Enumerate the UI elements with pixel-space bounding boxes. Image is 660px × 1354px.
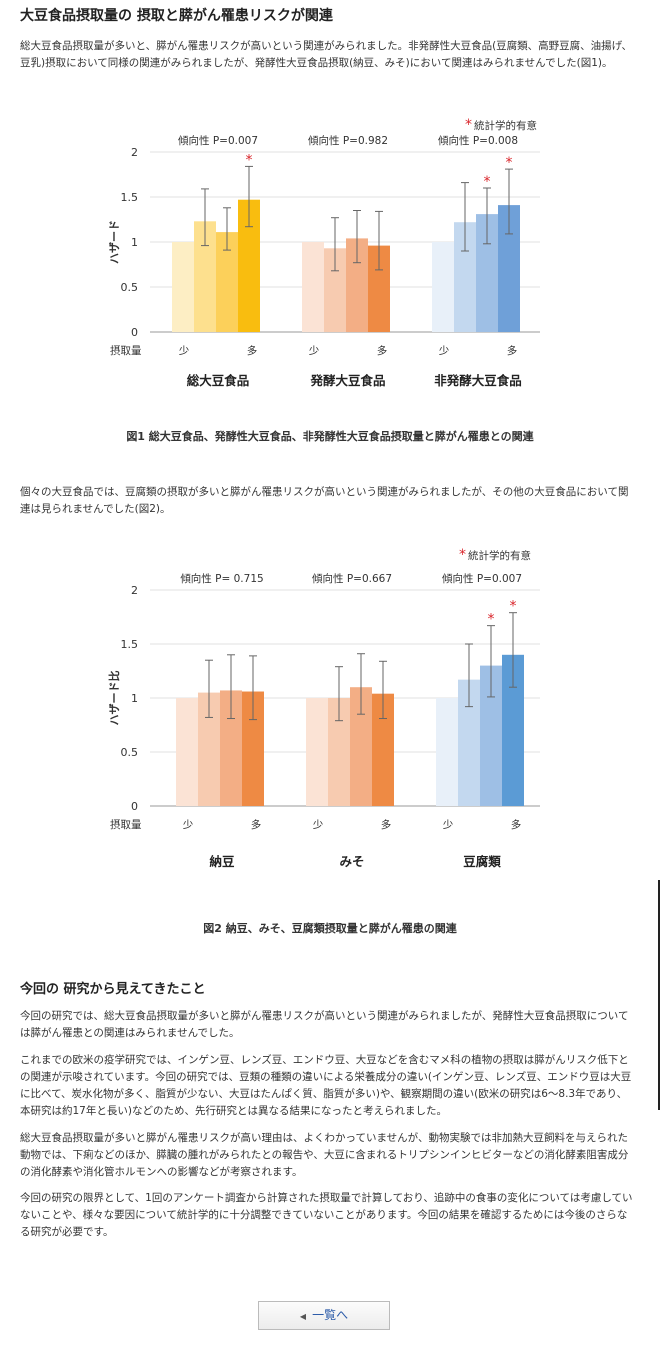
low-label: 少 xyxy=(313,819,324,831)
significance-marker: * xyxy=(246,152,253,168)
trend-label: 傾向性 P= 0.715 xyxy=(180,572,263,585)
bar xyxy=(498,205,520,332)
y-axis-label: ハザード xyxy=(108,220,121,264)
significance-note: 統計学的有意 xyxy=(474,119,537,132)
decorative-line xyxy=(658,880,660,1110)
bar xyxy=(194,221,216,332)
low-label: 少 xyxy=(309,345,320,357)
high-label: 多 xyxy=(511,818,522,831)
bar xyxy=(216,232,238,332)
significance-marker: * xyxy=(506,155,513,171)
findings-paragraph-2: これまでの欧米の疫学研究では、インゲン豆、レンズ豆、エンドウ豆、大豆などを含むマ… xyxy=(20,1054,632,1117)
bar xyxy=(454,222,476,332)
high-label: 多 xyxy=(507,344,518,357)
y-tick-label: 2 xyxy=(131,584,138,597)
findings-title: 今回の 研究から見えてきたこと xyxy=(20,982,206,997)
group-label: みそ xyxy=(339,854,364,869)
bar xyxy=(458,679,480,806)
significance-marker: * xyxy=(484,174,491,190)
group-label: 非発酵大豆食品 xyxy=(434,373,522,388)
bar xyxy=(480,665,502,806)
group-label: 豆腐類 xyxy=(463,854,501,869)
group-label: 総大豆食品 xyxy=(187,373,250,388)
trend-label: 傾向性 P=0.667 xyxy=(312,572,392,585)
bar xyxy=(172,242,194,332)
high-label: 多 xyxy=(251,818,262,831)
high-label: 多 xyxy=(247,344,258,357)
y-tick-label: 2 xyxy=(131,146,138,159)
bar xyxy=(220,690,242,806)
low-label: 少 xyxy=(179,345,190,357)
y-tick-label: 1.5 xyxy=(121,638,139,651)
bar xyxy=(432,242,454,332)
significance-marker: * xyxy=(510,599,517,615)
bar xyxy=(502,654,524,806)
high-label: 多 xyxy=(377,344,388,357)
y-tick-label: 1.5 xyxy=(121,191,139,204)
bar xyxy=(242,691,264,806)
y-tick-label: 0 xyxy=(131,326,138,339)
group-label: 納豆 xyxy=(209,854,235,869)
individual-foods-paragraph: 個々の大豆食品では、豆腐類の摂取が多いと膵がん罹患リスクが高いという関連がみられ… xyxy=(20,486,629,515)
section-title: 大豆食品摂取量の 摂取と膵がん罹患リスクが関連 xyxy=(20,8,333,24)
figure2-chart: 0 0.5 1 1.5 2 ハザード比 * 統計学的有意 摂取量 傾向性 P= 0.715 少多納豆… xyxy=(80,544,560,869)
trend-label: 傾向性 P=0.007 xyxy=(442,572,522,585)
trend-label: 傾向性 P=0.008 xyxy=(438,134,518,147)
findings-paragraph-1: 今回の研究では、総大豆食品摂取量が多いと膵がん罹患リスクが高いという関連がみられ… xyxy=(20,1010,629,1039)
intro-paragraph: 総大豆食品摂取量が多いと、膵がん罹患リスクが高いという関連がみられました。非発酵… xyxy=(20,40,632,69)
bar xyxy=(324,248,346,332)
significance-note: 統計学的有意 xyxy=(468,549,531,562)
intake-label: 摂取量 xyxy=(110,344,142,357)
bar xyxy=(198,692,220,806)
y-tick-label: 0.5 xyxy=(121,281,139,294)
low-label: 少 xyxy=(183,819,194,831)
low-label: 少 xyxy=(443,819,454,831)
bar xyxy=(368,245,390,332)
figure1-chart: 0 0.5 1 1.5 2 ハザード * 統計学的有意 摂取量 傾向性 P=0.007 * 少多総大豆… xyxy=(80,110,560,430)
significance-star: * xyxy=(459,547,466,563)
high-label: 多 xyxy=(381,818,392,831)
back-to-list-label: 一覧へ xyxy=(312,1308,349,1322)
significance-star: * xyxy=(465,117,472,133)
figure2-caption: 図2 納豆、みそ、豆腐類摂取量と膵がん罹患の関連 xyxy=(203,922,457,935)
bar xyxy=(372,693,394,806)
trend-label: 傾向性 P=0.007 xyxy=(178,134,258,147)
significance-marker: * xyxy=(488,612,495,628)
bar xyxy=(306,698,328,806)
bar xyxy=(302,242,324,332)
findings-paragraph-4: 今回の研究の限界として、1回のアンケート調査から計算された摂取量で計算しており、… xyxy=(20,1192,633,1238)
y-tick-label: 0 xyxy=(131,800,138,813)
y-tick-label: 0.5 xyxy=(121,746,139,759)
bar xyxy=(346,238,368,332)
bar xyxy=(328,698,350,806)
bar xyxy=(238,199,260,332)
low-label: 少 xyxy=(439,345,450,357)
y-tick-label: 1 xyxy=(131,692,138,705)
intake-label: 摂取量 xyxy=(110,818,142,831)
figure1-caption: 図1 総大豆食品、発酵性大豆食品、非発酵性大豆食品摂取量と膵がん罹患との関連 xyxy=(126,430,534,443)
bar xyxy=(476,214,498,332)
trend-label: 傾向性 P=0.982 xyxy=(308,134,388,147)
y-tick-label: 1 xyxy=(131,236,138,249)
findings-paragraph-3: 総大豆食品摂取量が多いと膵がん罹患リスクが高い理由は、よくわかっていませんが、動… xyxy=(20,1132,629,1178)
triangle-left-icon: ◀ xyxy=(299,1312,307,1321)
y-axis-label: ハザード比 xyxy=(107,671,121,726)
bar xyxy=(350,687,372,806)
back-to-list-button[interactable]: ◀ 一覧へ xyxy=(258,1301,390,1330)
bar xyxy=(176,698,198,806)
group-label: 発酵大豆食品 xyxy=(309,373,385,388)
bar xyxy=(436,698,458,806)
